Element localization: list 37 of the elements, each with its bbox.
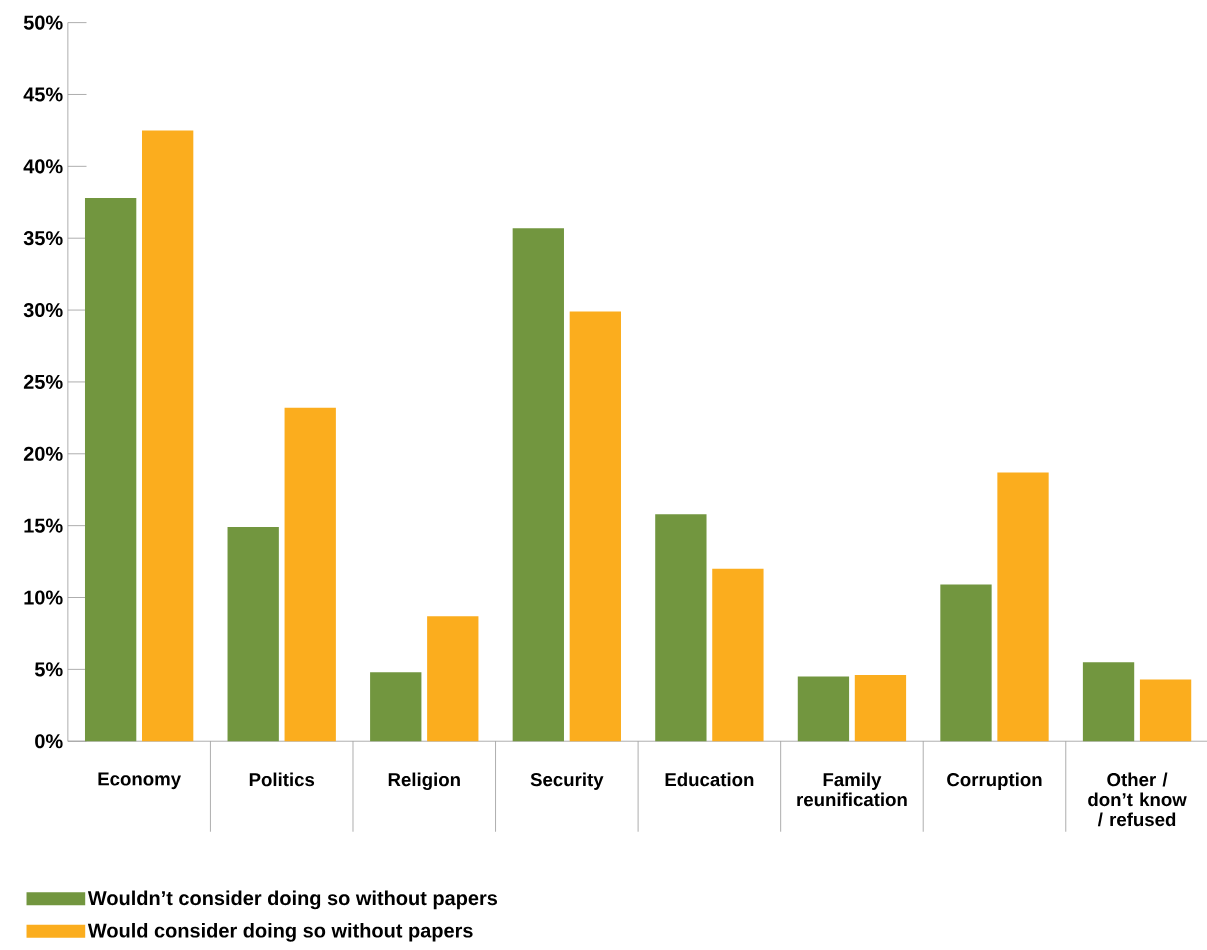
y-tick-label: 0% (35, 734, 63, 749)
bar (84, 197, 137, 742)
bar (1082, 662, 1135, 742)
bar (427, 616, 479, 742)
legend-label: Would consider doing so without papers (87, 922, 473, 942)
legend-label: Wouldn’t consider doing so without papers (87, 890, 498, 910)
y-tick-label: 30% (23, 302, 63, 318)
bar (1139, 679, 1192, 742)
x-tick-label: Security (530, 772, 604, 790)
y-tick-label: 15% (24, 518, 63, 533)
bar (997, 472, 1049, 742)
y-tick-label: 40% (23, 159, 63, 174)
x-tick-label: Other / don’t know / refused (1088, 772, 1187, 827)
x-tick-label: Politics (249, 772, 315, 787)
bar (512, 228, 564, 742)
bar (284, 407, 336, 742)
x-tick-label: Corruption (947, 772, 1042, 790)
bar (854, 675, 907, 742)
bar (370, 672, 422, 742)
y-tick-label: 45% (23, 87, 63, 102)
y-tick-label: 35% (23, 231, 63, 246)
x-tick-label: Family reunification (797, 772, 907, 807)
bar (655, 514, 707, 742)
y-tick-label: 25% (23, 374, 63, 389)
y-tick-label: 10% (24, 590, 63, 605)
x-tick-label: Economy (98, 772, 181, 790)
bar (940, 584, 992, 742)
y-tick-label: 50% (23, 15, 63, 30)
bar (569, 311, 621, 742)
y-tick-label: 5% (34, 662, 63, 677)
bar (227, 527, 279, 742)
x-tick-label: Education (665, 772, 754, 787)
x-tick-label: Religion (388, 772, 460, 790)
bar (142, 130, 194, 742)
bar (712, 568, 764, 742)
y-tick-label: 20% (23, 446, 63, 461)
bar (797, 676, 850, 742)
